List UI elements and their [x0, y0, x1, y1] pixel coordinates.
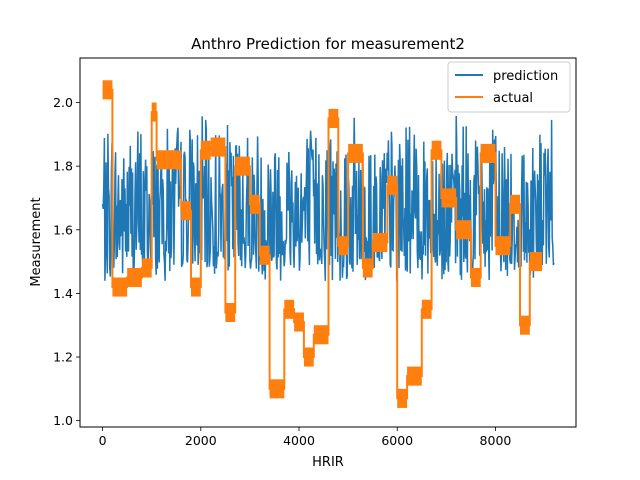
legend-prediction-label: prediction — [493, 69, 558, 84]
actual-line — [102, 88, 543, 400]
y-axis-label: Measurement — [29, 197, 44, 286]
x-axis-label: HRIR — [312, 455, 344, 470]
x-tick-label: 6000 — [381, 433, 413, 448]
y-tick-label: 1.0 — [53, 413, 73, 428]
y-tick-label: 1.8 — [53, 159, 73, 174]
chart-title: Anthro Prediction for measurement2 — [191, 35, 465, 53]
y-axis: 1.0 1.2 1.4 1.6 1.8 2.0 — [53, 95, 80, 428]
x-tick-label: 4000 — [283, 433, 315, 448]
y-tick-label: 2.0 — [53, 95, 73, 110]
x-tick-label: 8000 — [480, 433, 512, 448]
legend-actual-label: actual — [493, 91, 533, 106]
actual-series — [102, 80, 543, 408]
y-tick-label: 1.4 — [53, 286, 73, 301]
x-tick-label: 2000 — [185, 433, 217, 448]
y-tick-label: 1.6 — [53, 222, 73, 237]
y-tick-label: 1.2 — [53, 350, 73, 365]
plot-frame — [79, 57, 577, 428]
legend: prediction actual — [447, 61, 571, 113]
x-axis: 0 2000 4000 6000 8000 — [99, 427, 512, 448]
x-tick-label: 0 — [99, 433, 107, 448]
plot-area — [101, 80, 555, 408]
